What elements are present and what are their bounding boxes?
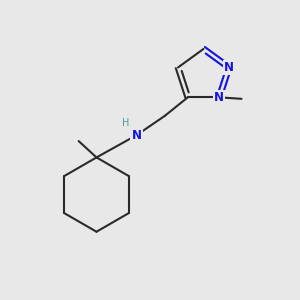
Text: N: N [224, 61, 234, 74]
Text: H: H [122, 118, 129, 128]
Text: N: N [214, 91, 224, 104]
Text: N: N [132, 129, 142, 142]
